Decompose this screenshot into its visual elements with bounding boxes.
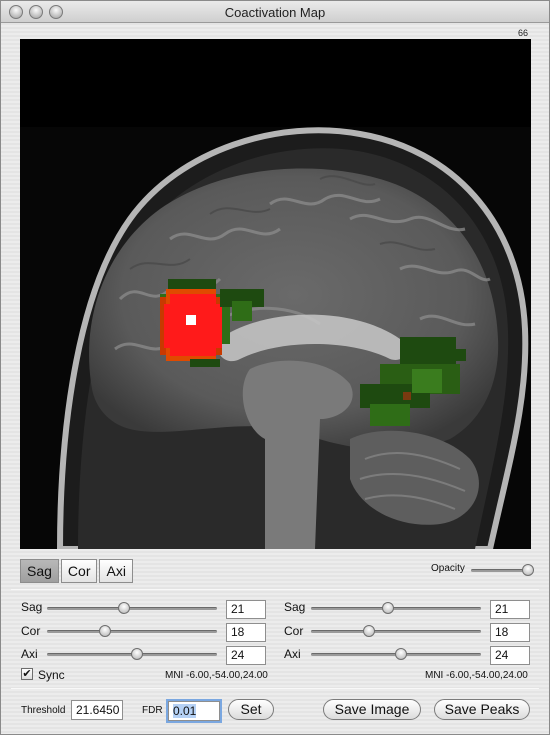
left-axi-slider-thumb[interactable] [131,648,144,660]
right-cor-field[interactable]: 18 [490,623,530,642]
fdr-label: FDR [142,705,163,716]
view-button-axi[interactable]: Axi [99,559,133,583]
fdr-field-value: 0.01 [173,704,197,718]
sync-checkbox[interactable]: ✔ [21,668,33,680]
right-axi-label: Axi [284,647,301,661]
opacity-label: Opacity [431,563,465,574]
right-cor-label: Cor [284,624,304,638]
zoom-window-icon[interactable] [49,5,63,19]
left-cor-field[interactable]: 18 [226,623,266,642]
right-cor-slider-track[interactable] [311,630,481,633]
brain-slice-image [20,39,531,549]
right-sag-field[interactable]: 21 [490,600,530,619]
view-button-cor[interactable]: Cor [60,559,98,583]
left-cor-slider-track[interactable] [47,630,217,633]
left-sag-slider-track[interactable] [47,607,217,610]
activation-cluster-occipital [360,337,466,426]
divider-bottom [11,688,539,689]
right-axi-slider-thumb[interactable] [395,648,408,660]
threshold-field[interactable]: 21.6450 [71,700,123,720]
view-selector: Sag Cor Axi [20,559,133,583]
left-axi-field[interactable]: 24 [226,646,266,665]
title-bar: Coactivation Map [1,1,549,23]
threshold-label: Threshold [21,705,66,716]
left-sag-slider-thumb[interactable] [117,602,130,614]
left-axi-label: Axi [21,647,38,661]
sync-label: Sync [38,668,65,682]
save-image-button[interactable]: Save Image [323,699,421,720]
brain-viewer[interactable] [20,39,531,549]
right-sag-slider-track[interactable] [311,607,481,610]
left-cor-label: Cor [21,624,41,638]
fdr-field[interactable]: 0.01 [168,701,220,721]
window-title: Coactivation Map [224,5,326,20]
set-button[interactable]: Set [228,699,274,720]
divider-top [11,589,539,590]
view-button-sag[interactable]: Sag [20,559,59,583]
opacity-slider-thumb[interactable] [522,564,534,576]
left-mni-coords: MNI -6.00,-54.00,24.00 [165,670,268,681]
close-window-icon[interactable] [9,5,23,19]
opacity-slider-track[interactable] [471,569,531,572]
right-sag-slider-thumb[interactable] [381,602,394,614]
left-cor-slider-thumb[interactable] [98,625,111,637]
minimize-window-icon[interactable] [29,5,43,19]
left-sag-field[interactable]: 21 [226,600,266,619]
right-sag-label: Sag [284,600,306,614]
slice-number: 66 [517,28,528,38]
activation-cluster-parietal [160,279,264,367]
save-peaks-button[interactable]: Save Peaks [434,699,530,720]
right-cor-slider-thumb[interactable] [362,625,375,637]
right-axi-field[interactable]: 24 [490,646,530,665]
left-sag-label: Sag [21,600,43,614]
right-mni-coords: MNI -6.00,-54.00,24.00 [425,670,528,681]
